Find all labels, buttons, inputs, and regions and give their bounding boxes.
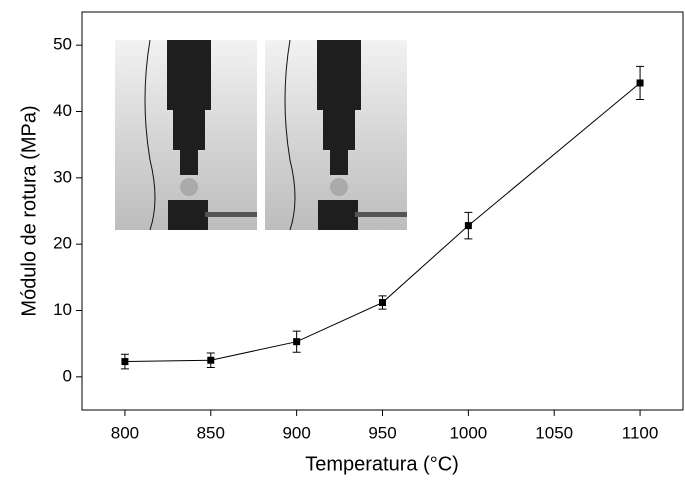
x-tick-label: 950 [368,423,396,442]
x-tick-label: 1100 [622,423,659,442]
y-tick-label: 0 [63,366,72,385]
y-axis-title: Módulo de rotura (MPa) [18,105,40,316]
x-tick-label: 1050 [535,423,573,442]
point [293,338,301,346]
series-line [124,82,641,363]
x-tick-label: 1000 [449,423,487,442]
point [464,222,472,230]
y-tick-label: 40 [53,101,72,120]
inset-photos [115,39,407,231]
x-tick-label: 850 [197,423,225,442]
y-tick-label: 10 [53,300,72,319]
y-tick-label: 20 [53,234,72,253]
y-tick-label: 30 [53,167,72,186]
x-axis-title: Temperatura (°C) [305,453,459,475]
point [379,299,386,307]
point [636,79,644,87]
point [121,358,129,366]
x-tick-label: 900 [282,423,310,442]
x-tick-label: 800 [111,423,139,442]
point [207,356,215,364]
y-tick-label: 50 [53,35,72,54]
